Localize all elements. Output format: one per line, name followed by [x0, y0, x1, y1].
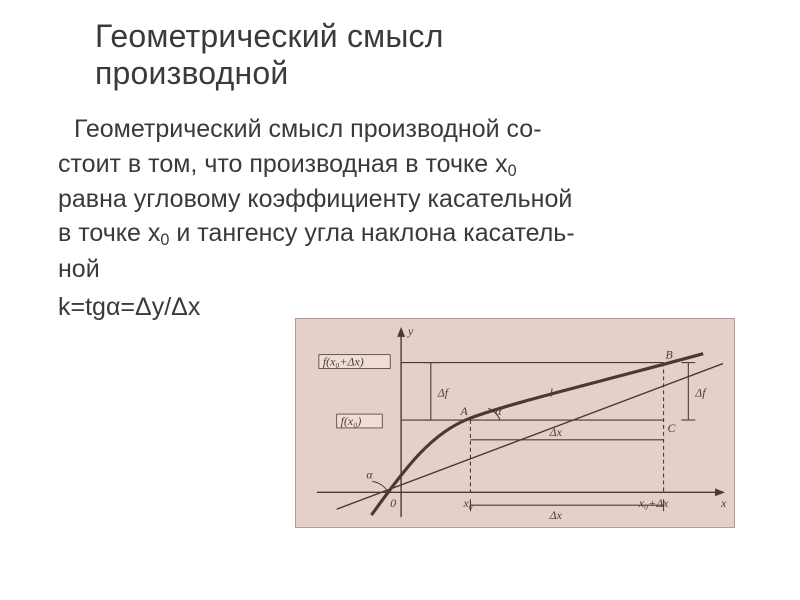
- slide-title: Геометрический смысл производной: [95, 18, 444, 92]
- derivative-diagram: y x 0 x₀ x₀+Δx Δx Δx Δf Δf f(x₀) f(x₀+Δx…: [295, 318, 735, 528]
- label-y: y: [407, 324, 414, 338]
- label-origin: 0: [390, 496, 396, 510]
- title-line-1: Геометрический смысл: [95, 18, 444, 54]
- body-line-3: равна угловому коэффициенту касательной: [58, 182, 748, 217]
- label-df-right: Δf: [694, 385, 707, 399]
- body-line-4: в точке x0 и тангенсу угла наклона касат…: [58, 216, 748, 251]
- label-df-left: Δf: [437, 385, 450, 399]
- label-alpha2: α: [495, 404, 502, 418]
- label-B: B: [666, 348, 673, 362]
- label-fx0: f(x₀): [341, 414, 362, 428]
- body-line-1: Геометрический смысл производной со-: [58, 112, 748, 147]
- slide-body: Геометрический смысл производной со- сто…: [58, 112, 748, 325]
- label-C: C: [668, 421, 677, 435]
- diagram-svg: y x 0 x₀ x₀+Δx Δx Δx Δf Δf f(x₀) f(x₀+Δx…: [296, 319, 734, 527]
- label-x0dx: x₀+Δx: [638, 496, 669, 510]
- label-dx-mid: Δx: [549, 425, 563, 439]
- body-line-2: стоит в том, что производная в точке x0: [58, 147, 748, 182]
- label-alpha1: α: [366, 467, 373, 481]
- body-line-5: ной: [58, 252, 748, 287]
- title-line-2: производной: [95, 55, 288, 91]
- label-x: x: [720, 496, 727, 510]
- label-dx-low: Δx: [549, 508, 563, 522]
- label-fx0dx: f(x₀+Δx): [323, 355, 364, 369]
- label-x0: x₀: [462, 496, 472, 510]
- label-A: A: [460, 404, 469, 418]
